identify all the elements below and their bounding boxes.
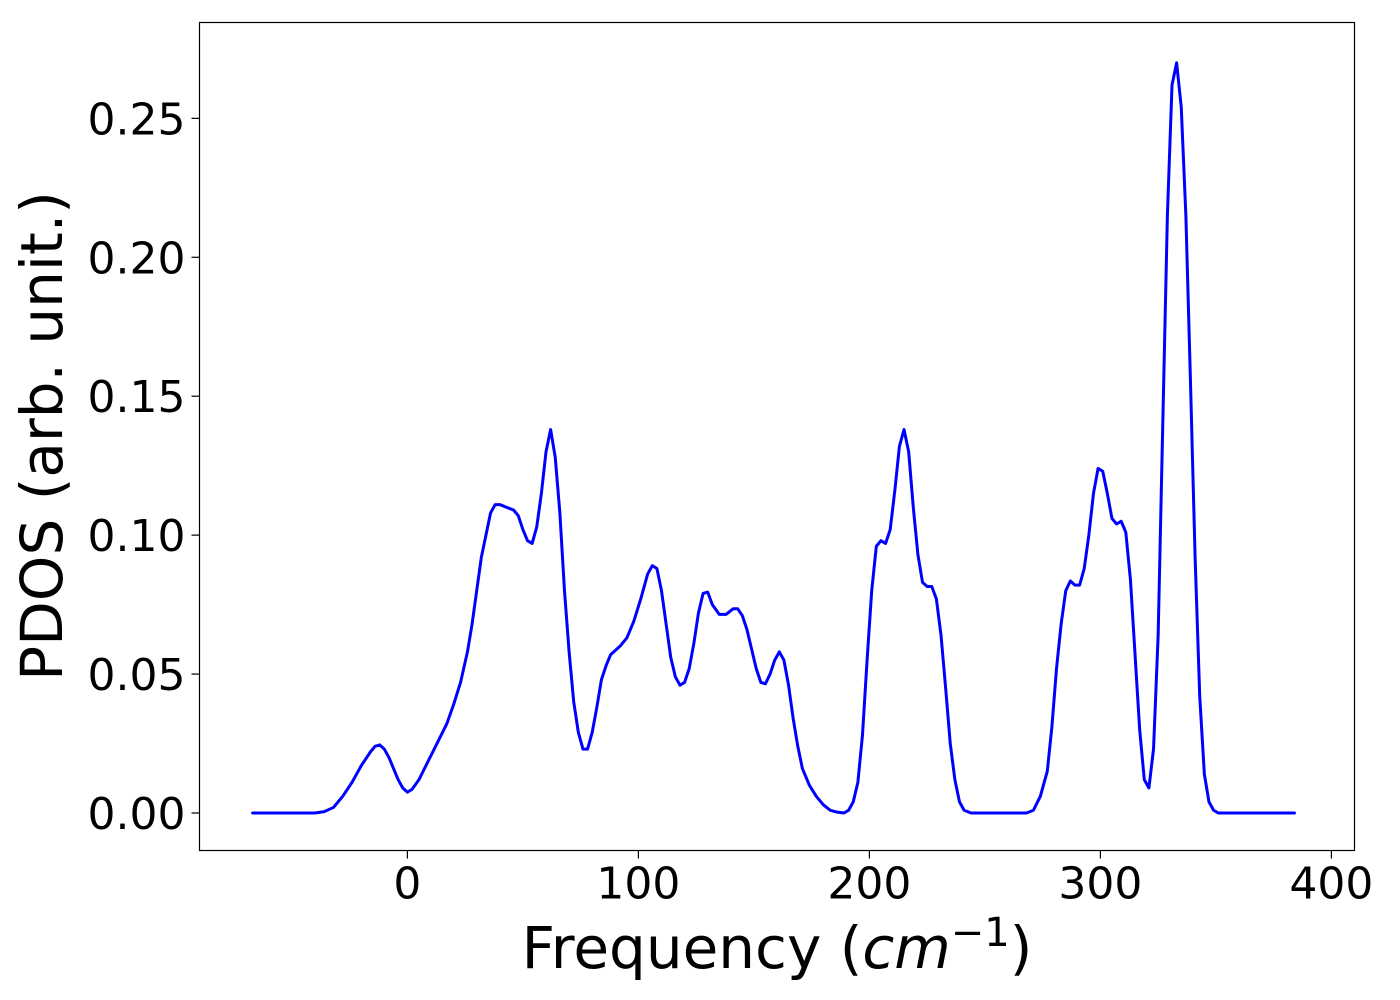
plot-area-frame <box>198 21 1356 852</box>
x-tick-label: 100 <box>596 859 680 910</box>
series-layer <box>251 61 1296 815</box>
x-axis-ticks: 0 100 200 300 400 <box>393 850 1373 910</box>
y-tick-label: 0.05 <box>88 650 186 701</box>
y-axis-ticks: 0.00 0.05 0.10 0.15 0.20 0.25 <box>88 94 200 840</box>
x-tick-label: 300 <box>1058 859 1142 910</box>
y-tick-label: 0.00 <box>88 789 186 840</box>
y-axis-label: PDOS (arb. unit.) <box>8 191 76 681</box>
y-tick-label: 0.10 <box>88 511 186 562</box>
series-line-0 <box>251 61 1296 815</box>
x-tick-label: 0 <box>393 859 421 910</box>
x-tick-label: 400 <box>1289 859 1373 910</box>
x-axis-label: Frequency (cm−1) <box>522 910 1033 982</box>
y-tick-label: 0.25 <box>88 94 186 145</box>
y-tick-label: 0.20 <box>88 233 186 284</box>
x-tick-label: 200 <box>827 859 911 910</box>
y-tick-label: 0.15 <box>88 372 186 423</box>
